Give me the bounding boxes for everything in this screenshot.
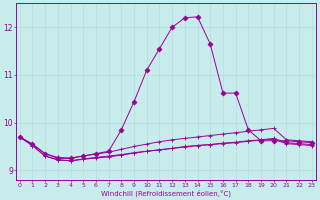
X-axis label: Windchill (Refroidissement éolien,°C): Windchill (Refroidissement éolien,°C) [101,189,231,197]
